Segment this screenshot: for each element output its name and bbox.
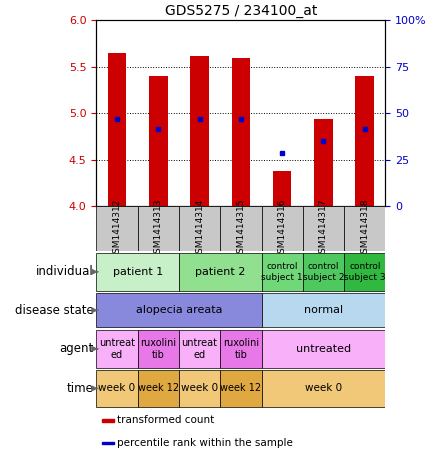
Text: week 0: week 0 [181, 383, 218, 394]
Text: normal: normal [304, 305, 343, 315]
Bar [96, 253, 179, 291]
Text: alopecia areata: alopecia areata [136, 305, 222, 315]
Text: GSM1414314: GSM1414314 [195, 198, 204, 259]
Bar [273, 171, 291, 206]
Bar [96, 293, 261, 328]
Text: ruxolini
tib: ruxolini tib [140, 338, 177, 360]
Text: disease state: disease state [15, 304, 93, 317]
Text: percentile rank within the sample: percentile rank within the sample [117, 438, 293, 448]
Text: untreat
ed: untreat ed [182, 338, 218, 360]
Text: control
subject 3: control subject 3 [344, 262, 385, 281]
Bar [190, 56, 209, 206]
Title: GDS5275 / 234100_at: GDS5275 / 234100_at [165, 4, 317, 18]
Text: control
subject 1: control subject 1 [261, 262, 303, 281]
Text: ruxolini
tib: ruxolini tib [223, 338, 259, 360]
Bar [179, 206, 220, 251]
Bar [220, 206, 261, 251]
Bar [108, 53, 126, 206]
Text: patient 1: patient 1 [113, 267, 163, 277]
Text: untreated: untreated [296, 344, 351, 354]
Text: patient 2: patient 2 [195, 267, 245, 277]
Text: GSM1414316: GSM1414316 [278, 198, 287, 259]
Bar [102, 419, 114, 422]
Bar [314, 119, 333, 206]
Bar [102, 442, 114, 444]
Bar [179, 253, 261, 291]
Text: time: time [67, 382, 93, 395]
Bar [96, 371, 138, 406]
Bar [261, 371, 385, 406]
Bar [344, 253, 385, 291]
Text: control
subject 2: control subject 2 [303, 262, 344, 281]
Text: week 0: week 0 [99, 383, 136, 394]
Text: GSM1414313: GSM1414313 [154, 198, 163, 259]
Bar [261, 330, 385, 368]
Bar [96, 206, 138, 251]
Text: GSM1414312: GSM1414312 [113, 198, 121, 259]
Bar [303, 206, 344, 251]
Bar [138, 330, 179, 368]
Bar [220, 371, 261, 406]
Text: GSM1414317: GSM1414317 [319, 198, 328, 259]
Text: week 12: week 12 [220, 383, 261, 394]
Bar [344, 206, 385, 251]
Bar [96, 330, 138, 368]
Text: week 0: week 0 [305, 383, 342, 394]
Text: individual: individual [36, 265, 93, 278]
Bar [179, 330, 220, 368]
Bar [220, 330, 261, 368]
Text: week 12: week 12 [138, 383, 179, 394]
Bar [149, 76, 168, 206]
Bar [261, 253, 303, 291]
Bar [356, 76, 374, 206]
Bar [303, 253, 344, 291]
Text: GSM1414318: GSM1414318 [360, 198, 369, 259]
Text: untreat
ed: untreat ed [99, 338, 135, 360]
Bar [261, 206, 303, 251]
Bar [179, 371, 220, 406]
Text: transformed count: transformed count [117, 415, 214, 425]
Bar [232, 58, 250, 206]
Bar [138, 206, 179, 251]
Bar [138, 371, 179, 406]
Text: GSM1414315: GSM1414315 [237, 198, 245, 259]
Bar [261, 293, 385, 328]
Text: agent: agent [59, 342, 93, 355]
